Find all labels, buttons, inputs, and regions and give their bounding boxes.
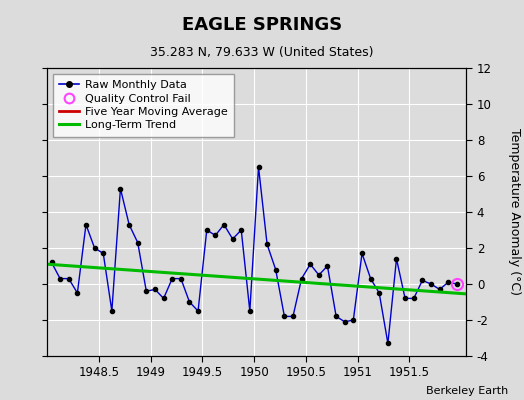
Raw Monthly Data xyxy=(454,282,460,286)
Raw Monthly Data xyxy=(238,228,244,232)
Legend: Raw Monthly Data, Quality Control Fail, Five Year Moving Average, Long-Term Tren: Raw Monthly Data, Quality Control Fail, … xyxy=(53,74,234,137)
Raw Monthly Data xyxy=(402,296,408,301)
Raw Monthly Data xyxy=(385,341,391,346)
Line: Raw Monthly Data: Raw Monthly Data xyxy=(49,165,459,346)
Raw Monthly Data xyxy=(367,276,374,281)
Text: EAGLE SPRINGS: EAGLE SPRINGS xyxy=(182,16,342,34)
Raw Monthly Data xyxy=(359,251,365,256)
Raw Monthly Data xyxy=(195,309,201,314)
Raw Monthly Data xyxy=(74,290,81,295)
Raw Monthly Data xyxy=(126,222,132,227)
Raw Monthly Data xyxy=(152,287,158,292)
Raw Monthly Data xyxy=(264,242,270,247)
Raw Monthly Data xyxy=(316,273,322,278)
Raw Monthly Data xyxy=(135,240,141,245)
Raw Monthly Data xyxy=(83,222,89,227)
Raw Monthly Data xyxy=(299,276,305,281)
Raw Monthly Data xyxy=(178,276,184,281)
Raw Monthly Data xyxy=(436,287,443,292)
Raw Monthly Data xyxy=(48,260,54,265)
Raw Monthly Data xyxy=(108,309,115,314)
Raw Monthly Data xyxy=(333,314,340,319)
Raw Monthly Data xyxy=(91,246,97,250)
Raw Monthly Data xyxy=(204,228,210,232)
Raw Monthly Data xyxy=(221,222,227,227)
Raw Monthly Data xyxy=(411,296,417,301)
Raw Monthly Data xyxy=(376,290,383,295)
Text: Berkeley Earth: Berkeley Earth xyxy=(426,386,508,396)
Raw Monthly Data xyxy=(428,282,434,286)
Raw Monthly Data xyxy=(445,280,451,285)
Raw Monthly Data xyxy=(324,264,331,268)
Raw Monthly Data xyxy=(272,267,279,272)
Raw Monthly Data xyxy=(100,251,106,256)
Raw Monthly Data xyxy=(160,296,167,301)
Text: 35.283 N, 79.633 W (United States): 35.283 N, 79.633 W (United States) xyxy=(150,46,374,59)
Raw Monthly Data xyxy=(419,278,425,283)
Raw Monthly Data xyxy=(66,276,72,281)
Raw Monthly Data xyxy=(281,314,288,319)
Raw Monthly Data xyxy=(117,186,124,191)
Raw Monthly Data xyxy=(57,276,63,281)
Raw Monthly Data xyxy=(169,276,176,281)
Raw Monthly Data xyxy=(247,309,253,314)
Raw Monthly Data xyxy=(290,314,296,319)
Raw Monthly Data xyxy=(255,165,261,170)
Y-axis label: Temperature Anomaly (°C): Temperature Anomaly (°C) xyxy=(508,128,521,296)
Raw Monthly Data xyxy=(307,262,313,266)
Raw Monthly Data xyxy=(187,300,193,304)
Raw Monthly Data xyxy=(342,319,348,324)
Raw Monthly Data xyxy=(230,236,236,241)
Raw Monthly Data xyxy=(212,233,219,238)
Raw Monthly Data xyxy=(143,289,149,294)
Raw Monthly Data xyxy=(394,256,400,261)
Raw Monthly Data xyxy=(350,318,356,322)
